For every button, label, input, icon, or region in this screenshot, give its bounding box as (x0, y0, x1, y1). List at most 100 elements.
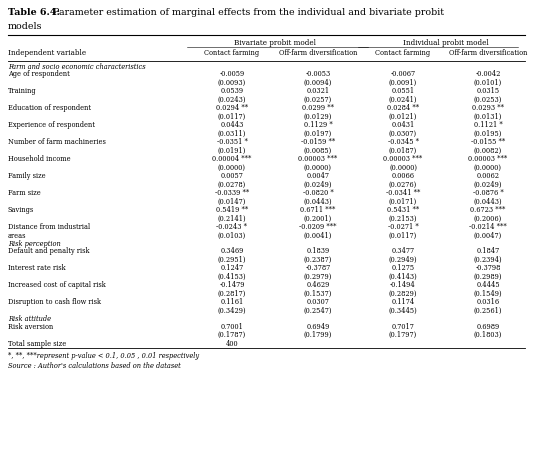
Text: Table 6.4:: Table 6.4: (8, 8, 60, 17)
Text: Training: Training (8, 87, 37, 95)
Text: 0.1847: 0.1847 (477, 247, 499, 256)
Text: (0.2153): (0.2153) (389, 215, 417, 223)
Text: Contact farming: Contact farming (375, 49, 431, 57)
Text: -0.0341 **: -0.0341 ** (386, 189, 420, 197)
Text: (0.0443): (0.0443) (474, 198, 502, 206)
Text: (0.0171): (0.0171) (389, 198, 417, 206)
Text: -0.0351 *: -0.0351 * (216, 138, 247, 146)
Text: (0.2387): (0.2387) (304, 256, 332, 264)
Text: Off-farm diversification: Off-farm diversification (449, 49, 527, 57)
Text: Parameter estimation of marginal effects from the individual and bivariate probi: Parameter estimation of marginal effects… (50, 8, 444, 17)
Text: 0.0539: 0.0539 (221, 87, 244, 95)
Text: Savings: Savings (8, 206, 34, 214)
Text: Contact farming: Contact farming (205, 49, 260, 57)
Text: Number of farm machineries: Number of farm machineries (8, 138, 106, 146)
Text: 0.1121 *: 0.1121 * (474, 121, 503, 129)
Text: (0.0093): (0.0093) (218, 79, 246, 87)
Text: (0.4143): (0.4143) (389, 273, 417, 281)
Text: (0.3445): (0.3445) (389, 307, 417, 315)
Text: (0.0047): (0.0047) (474, 232, 502, 240)
Text: 0.6723 ***: 0.6723 *** (470, 206, 506, 214)
Text: -0.0339 **: -0.0339 ** (215, 189, 249, 197)
Text: 0.1161: 0.1161 (220, 299, 244, 306)
Text: Farm and socio economic characteristics: Farm and socio economic characteristics (8, 63, 146, 71)
Text: -0.1479: -0.1479 (219, 282, 245, 289)
Text: areas: areas (8, 232, 27, 240)
Text: (0.1797): (0.1797) (389, 331, 417, 339)
Text: Risk attitude: Risk attitude (8, 316, 51, 323)
Text: 0.0321: 0.0321 (306, 87, 329, 95)
Text: (0.2006): (0.2006) (474, 215, 502, 223)
Text: 0.0443: 0.0443 (220, 121, 244, 129)
Text: (0.0117): (0.0117) (218, 113, 246, 121)
Text: (0.0147): (0.0147) (218, 198, 246, 206)
Text: (0.0000): (0.0000) (304, 164, 332, 172)
Text: (0.2989): (0.2989) (474, 273, 502, 281)
Text: (0.2949): (0.2949) (389, 256, 417, 264)
Text: 0.0047: 0.0047 (306, 172, 329, 180)
Text: (0.0253): (0.0253) (474, 96, 502, 104)
Text: -0.0243 *: -0.0243 * (216, 223, 247, 231)
Text: -0.0820 *: -0.0820 * (303, 189, 333, 197)
Text: 0.1129 *: 0.1129 * (304, 121, 333, 129)
Text: Risk perception: Risk perception (8, 240, 61, 248)
Text: (0.0000): (0.0000) (474, 164, 502, 172)
Text: Age of respondent: Age of respondent (8, 70, 70, 78)
Text: (0.2979): (0.2979) (304, 273, 332, 281)
Text: -0.0067: -0.0067 (391, 70, 416, 78)
Text: 0.0431: 0.0431 (391, 121, 415, 129)
Text: -0.0876 *: -0.0876 * (473, 189, 503, 197)
Text: (0.0085): (0.0085) (304, 147, 332, 155)
Text: -0.0271 *: -0.0271 * (387, 223, 418, 231)
Text: 0.6711 ***: 0.6711 *** (300, 206, 336, 214)
Text: (0.0241): (0.0241) (389, 96, 417, 104)
Text: Total sample size: Total sample size (8, 340, 66, 348)
Text: (0.0278): (0.0278) (218, 181, 246, 189)
Text: Default and penalty risk: Default and penalty risk (8, 247, 90, 256)
Text: (0.0195): (0.0195) (474, 130, 502, 138)
Text: models: models (8, 22, 43, 31)
Text: (0.2001): (0.2001) (304, 215, 332, 223)
Text: (0.0000): (0.0000) (389, 164, 417, 172)
Text: (0.0082): (0.0082) (474, 147, 502, 155)
Text: -0.0059: -0.0059 (220, 70, 245, 78)
Text: 0.5419 **: 0.5419 ** (216, 206, 248, 214)
Text: 0.6989: 0.6989 (477, 323, 499, 331)
Text: 0.1839: 0.1839 (306, 247, 329, 256)
Text: (0.4153): (0.4153) (217, 273, 246, 281)
Text: 0.1275: 0.1275 (391, 264, 415, 273)
Text: -0.0155 **: -0.0155 ** (471, 138, 505, 146)
Text: 0.00003 ***: 0.00003 *** (298, 155, 337, 163)
Text: Education of respondent: Education of respondent (8, 104, 91, 112)
Text: 0.3477: 0.3477 (391, 247, 415, 256)
Text: 0.1174: 0.1174 (391, 299, 415, 306)
Text: 0.3469: 0.3469 (220, 247, 244, 256)
Text: (0.0101): (0.0101) (474, 79, 502, 87)
Text: Source : Author's calculations based on the dataset: Source : Author's calculations based on … (8, 362, 181, 370)
Text: (0.2951): (0.2951) (218, 256, 246, 264)
Text: Off-farm diversification: Off-farm diversification (279, 49, 357, 57)
Text: (0.2547): (0.2547) (304, 307, 332, 315)
Text: (0.0311): (0.0311) (218, 130, 246, 138)
Text: (0.0094): (0.0094) (304, 79, 332, 87)
Text: 0.0299 **: 0.0299 ** (302, 104, 334, 112)
Text: *, **, ***represent p-value < 0.1, 0.05 , 0.01 respectively: *, **, ***represent p-value < 0.1, 0.05 … (8, 352, 199, 360)
Text: (0.0187): (0.0187) (389, 147, 417, 155)
Text: 0.4445: 0.4445 (476, 282, 500, 289)
Text: -0.0345 *: -0.0345 * (387, 138, 418, 146)
Text: 0.0293 **: 0.0293 ** (472, 104, 504, 112)
Text: 0.0057: 0.0057 (221, 172, 244, 180)
Text: Family size: Family size (8, 172, 46, 180)
Text: -0.0209 ***: -0.0209 *** (299, 223, 337, 231)
Text: (0.2394): (0.2394) (474, 256, 502, 264)
Text: Individual probit model: Individual probit model (402, 39, 488, 47)
Text: (0.1799): (0.1799) (304, 331, 332, 339)
Text: -0.0214 ***: -0.0214 *** (469, 223, 507, 231)
Text: (0.0249): (0.0249) (474, 181, 502, 189)
Text: Bivariate probit model: Bivariate probit model (234, 39, 316, 47)
Text: (0.0257): (0.0257) (304, 96, 332, 104)
Text: (0.0117): (0.0117) (389, 232, 417, 240)
Text: 0.0551: 0.0551 (391, 87, 415, 95)
Text: -0.0042: -0.0042 (475, 70, 500, 78)
Text: 0.4629: 0.4629 (306, 282, 330, 289)
